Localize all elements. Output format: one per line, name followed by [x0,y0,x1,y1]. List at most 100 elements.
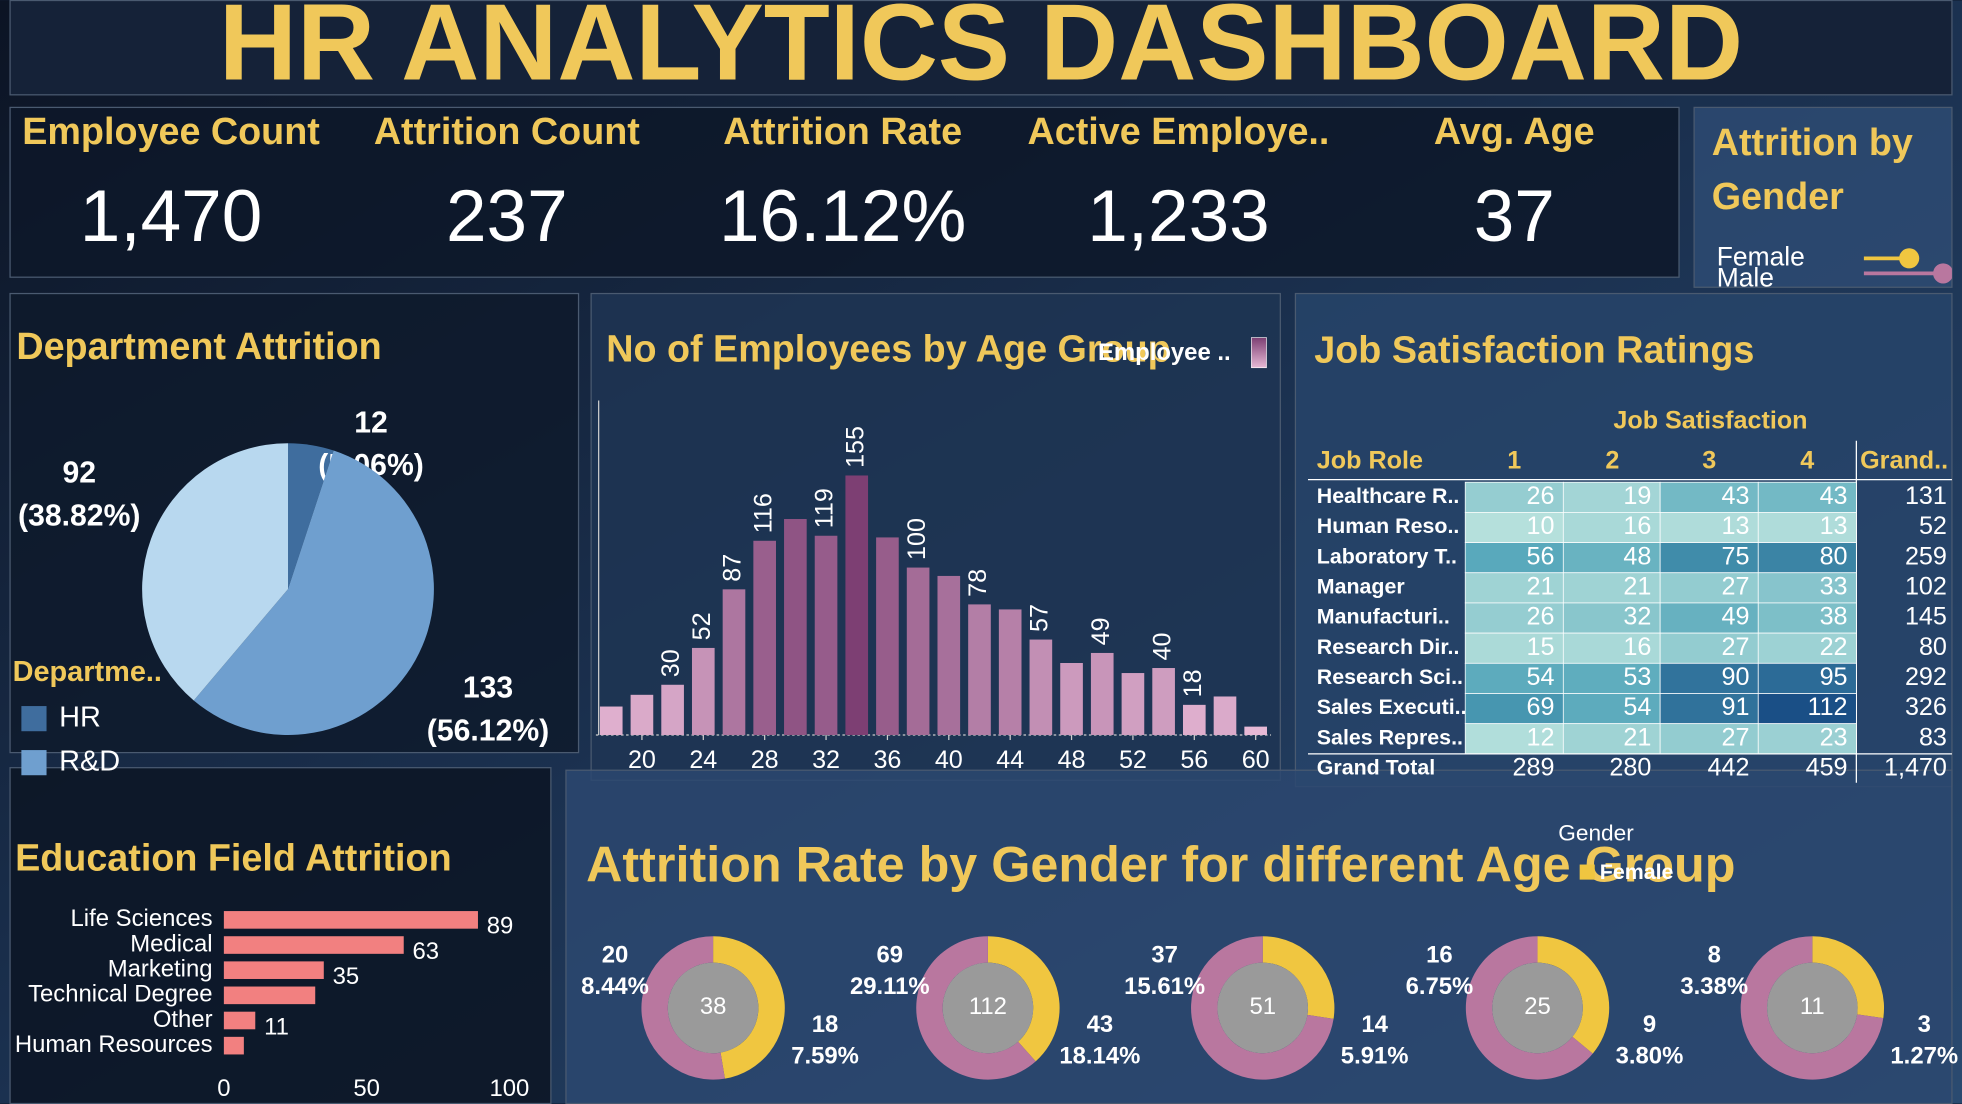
pie-slice [142,443,289,701]
segment-percent: 7.59% [791,1042,859,1069]
bar [906,567,930,735]
donut-segment [1465,936,1593,1080]
slice-value: 133 [463,672,513,705]
x-tick-label: 36 [873,746,901,774]
bar [722,589,746,735]
column-header: 1 [1507,447,1521,475]
row-total: 80 [1919,633,1947,661]
cell-value: 10 [1527,512,1555,540]
cell-value: 27 [1721,633,1749,661]
segment-percent: 29.11% [850,973,930,1000]
cell-value: 13 [1721,512,1749,540]
segment-value: 8 [1708,942,1721,969]
cell-value: 56 [1527,542,1555,570]
heat-cell [1562,632,1661,664]
x-tick-label: 32 [812,746,840,774]
row-label: Research Sci.. [1317,665,1463,689]
bar [1244,726,1267,735]
x-tick-label: 56 [1180,746,1208,774]
bar-label: 52 [688,612,716,640]
bar [223,961,324,979]
donut-segment [1262,936,1335,1019]
y-tick-label: Medical [130,930,212,957]
heat-cell [1757,693,1857,725]
y-tick-label: Life Sciences [71,905,213,932]
y-tick-label: Marketing [108,955,213,982]
row-total: 52 [1919,512,1947,540]
bar [1029,639,1053,735]
pie-slice [193,450,434,735]
bar [1060,662,1083,735]
slice-value: 12 [354,406,388,439]
table-header: Job Satisfaction [1613,406,1807,434]
column-total: 289 [1513,754,1555,782]
donut-segment [987,936,1060,1062]
row-label: Research Dir.. [1317,635,1460,659]
segment-percent: 18.14% [1059,1042,1140,1069]
x-tick-label: 60 [1242,746,1270,774]
legend-label: R&D [59,745,120,777]
cell-value: 27 [1721,572,1749,600]
bar-label: 100 [903,518,931,560]
panel-title: No of Employees by Age Group [606,327,1170,369]
heat-cell [1757,662,1857,694]
segment-value: 69 [877,942,904,969]
cell-value: 43 [1820,482,1848,510]
cell-value: 15 [1527,633,1555,661]
cell-value: 26 [1527,482,1555,510]
column-header: 3 [1702,447,1716,475]
cell-value: 12 [1527,723,1555,751]
legend-swatch [1579,864,1595,880]
row-total: 326 [1905,693,1947,721]
segment-percent: 1.27% [1890,1042,1958,1069]
bar-label: 78 [964,569,992,597]
donut-hole [1767,962,1858,1054]
donut-segment [1740,936,1884,1080]
heat-cell [1562,693,1661,725]
slice-share: (38.82%) [18,499,140,532]
heat-cell [1659,481,1759,513]
column-header: Grand.. [1860,447,1948,475]
x-tick-label: 50 [353,1075,380,1102]
row-total: 131 [1905,482,1947,510]
kpi-panel [9,106,1680,278]
title-panel [9,0,1953,96]
segment-value: 20 [602,942,629,969]
cell-value: 43 [1721,482,1749,510]
cell-value: 22 [1820,633,1848,661]
cell-value: 54 [1623,693,1651,721]
bar-label: 40 [1148,633,1176,661]
cell-value: 90 [1721,663,1749,691]
cell-value: 19 [1623,482,1651,510]
segment-percent: 3.38% [1680,973,1748,1000]
cell-value: 21 [1623,572,1651,600]
row-label: Manufacturi.. [1317,605,1450,629]
legend-title: Departme.. [13,656,162,688]
x-tick-label: 40 [935,746,963,774]
heat-cell [1562,512,1661,543]
kpi-value: 16.12% [719,176,966,257]
legend-label: Female [1600,860,1674,884]
row-label: Healthcare R.. [1317,484,1460,508]
panel-title: Department Attrition [16,325,381,367]
segment-value: 3 [1918,1011,1931,1038]
heat-cell [1464,542,1564,574]
kpi-value: 37 [1474,176,1555,257]
heat-cell [1659,512,1759,543]
panel-title: Job Satisfaction Ratings [1314,329,1754,371]
x-tick-label: 28 [751,746,779,774]
grand-total: 1,470 [1884,754,1947,782]
bar [223,1036,244,1055]
x-tick-label: 0 [217,1075,230,1102]
bar [814,535,838,735]
pie-slice [288,443,334,590]
bar [784,519,807,735]
bar [998,609,1022,735]
kpi-label: Attrition Count [374,110,640,152]
cell-value: 54 [1527,663,1555,691]
bar [845,475,869,735]
bar [223,911,478,929]
cell-value: 21 [1623,723,1651,751]
dashboard-title: HR ANALYTICS DASHBOARD [219,0,1743,102]
bar [1090,652,1114,735]
